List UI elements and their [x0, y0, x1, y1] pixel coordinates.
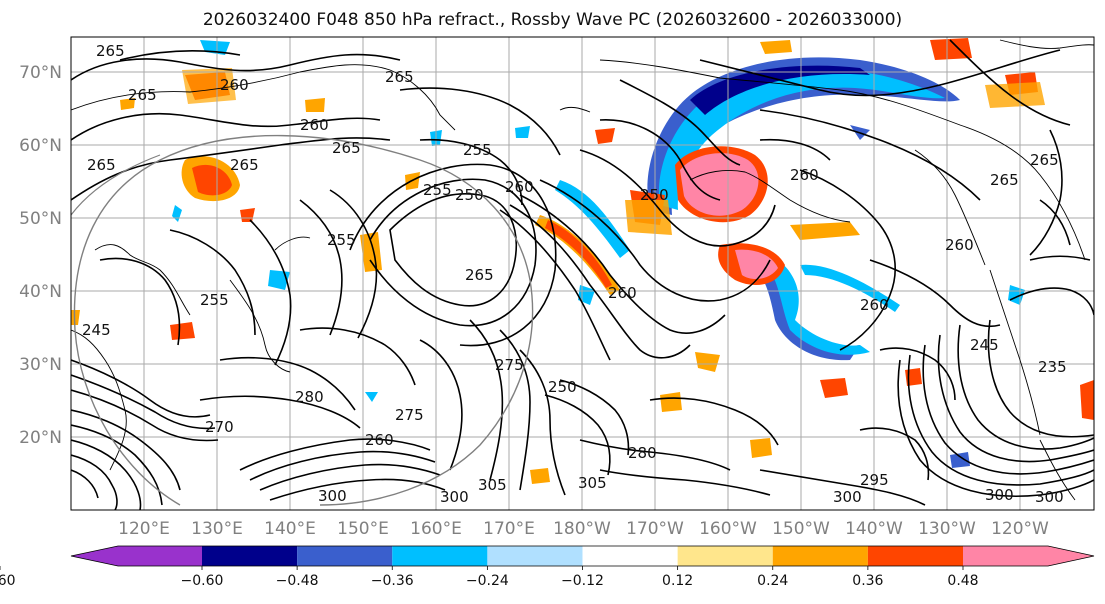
- contour-label: 265: [96, 42, 125, 60]
- contour-label: 275: [495, 356, 524, 374]
- contour-label: 260: [790, 166, 819, 184]
- colorbar-tick-label: 0.48: [947, 573, 978, 589]
- contour-label: 255: [463, 141, 492, 159]
- colorbar-bin: [202, 546, 298, 566]
- lon-label: 180°W: [553, 519, 611, 539]
- contour-label: 305: [578, 474, 607, 492]
- contour-label: 260: [860, 296, 889, 314]
- contour-label: 260: [300, 116, 329, 134]
- lat-label-30n: 30°N: [19, 355, 62, 375]
- contour-label: 280: [628, 444, 657, 462]
- contour-label: 265: [87, 156, 116, 174]
- contour-label: 250: [455, 186, 484, 204]
- colorbar-bin: [867, 546, 963, 566]
- contour-label: 255: [423, 181, 452, 199]
- contour-label: 260: [220, 76, 249, 94]
- contour-label: 260: [365, 431, 394, 449]
- colorbar-tick-label: 0.36: [852, 573, 883, 589]
- contour-label: 305: [478, 476, 507, 494]
- colorbar-tick-label: 0.12: [662, 573, 693, 589]
- lat-label-50n: 50°N: [19, 209, 62, 229]
- contour-label: 260: [945, 236, 974, 254]
- contour-label: 245: [970, 336, 999, 354]
- lon-label: 120°E: [118, 519, 170, 539]
- contour-label: 275: [395, 406, 424, 424]
- contour-label: 260: [505, 178, 534, 196]
- lon-label: 150°W: [772, 519, 830, 539]
- lon-label: 140°E: [264, 519, 316, 539]
- colorbar-tick-label: 0.24: [757, 573, 788, 589]
- colorbar-tick-label: 0.60: [0, 573, 16, 589]
- contour-label: 265: [230, 156, 259, 174]
- lon-label: 160°E: [410, 519, 462, 539]
- colorbar-tick-label: −0.36: [371, 573, 414, 589]
- lon-label: 130°W: [918, 519, 976, 539]
- contour-label: 265: [1030, 151, 1059, 169]
- contour-label: 250: [548, 378, 577, 396]
- contour-label: 300: [985, 486, 1014, 504]
- contour-label: 295: [860, 471, 889, 489]
- contour-label: 265: [465, 266, 494, 284]
- lon-label: 120°W: [991, 519, 1049, 539]
- colorbar: −0.60 −0.48 −0.36 −0.24 −0.12 0.12 0.24 0.36 0.4…: [0, 545, 1095, 589]
- graticule: [71, 37, 1094, 510]
- contour-label: 280: [295, 388, 324, 406]
- contour-label: 300: [833, 488, 862, 506]
- colorbar-tick-label: −0.12: [561, 573, 604, 589]
- colorbar-bin: [772, 546, 868, 566]
- contour-label: 235: [1038, 358, 1067, 376]
- colorbar-tick-label: −0.48: [276, 573, 319, 589]
- lon-label: 130°E: [191, 519, 243, 539]
- contour-label: 300: [318, 487, 347, 505]
- longitude-labels: 120°E 130°E 140°E 150°E 160°E 170°E 180°…: [118, 519, 1049, 539]
- colorbar-bin: [963, 546, 1048, 566]
- lon-label: 140°W: [845, 519, 903, 539]
- lon-label: 150°E: [337, 519, 389, 539]
- lon-label: 160°W: [699, 519, 757, 539]
- map-frame: [70, 36, 1095, 511]
- contour-label: 250: [640, 186, 669, 204]
- contour-label: 265: [332, 139, 361, 157]
- contour-label: 260: [608, 284, 637, 302]
- contour-label: 245: [82, 321, 111, 339]
- contour-label: 255: [200, 291, 229, 309]
- latitude-labels: 20°N 30°N 40°N 50°N 60°N 70°N: [19, 63, 62, 448]
- contour-label: 265: [990, 171, 1019, 189]
- contour-label: 300: [440, 488, 469, 506]
- lat-label-20n: 20°N: [19, 428, 62, 448]
- contour-label: 300: [1035, 488, 1064, 506]
- lon-label: 170°W: [626, 519, 684, 539]
- gray-trajectory: [73, 134, 534, 506]
- colorbar-bin: [392, 546, 488, 566]
- colorbar-extend-min: [71, 546, 118, 566]
- map-title: 2026032400 F048 850 hPa refract., Rossby…: [202, 10, 903, 30]
- lat-label-40n: 40°N: [19, 282, 62, 302]
- colorbar-bin: [677, 546, 773, 566]
- colorbar-bin: [582, 546, 678, 566]
- contour-label: 265: [128, 86, 157, 104]
- contour-label: 265: [385, 68, 414, 86]
- contour-label: 270: [205, 418, 234, 436]
- shaded-anomalies: [71, 38, 1094, 484]
- lon-label: 170°E: [483, 519, 535, 539]
- colorbar-tick-label: −0.24: [466, 573, 509, 589]
- colorbar-outline: [70, 545, 1095, 567]
- colorbar-bin: [118, 546, 202, 566]
- colorbar-bin: [297, 546, 393, 566]
- lat-label-70n: 70°N: [19, 63, 62, 83]
- lat-label-60n: 60°N: [19, 136, 62, 156]
- contour-label-group: 265 265 265 260 265 260 265 265 255 250 …: [82, 42, 1067, 506]
- colorbar-bin: [487, 546, 583, 566]
- colorbar-tick-label: −0.60: [181, 573, 224, 589]
- colorbar-extend-max: [1048, 546, 1094, 566]
- contours: [71, 39, 1094, 510]
- contour-label: 255: [327, 231, 356, 249]
